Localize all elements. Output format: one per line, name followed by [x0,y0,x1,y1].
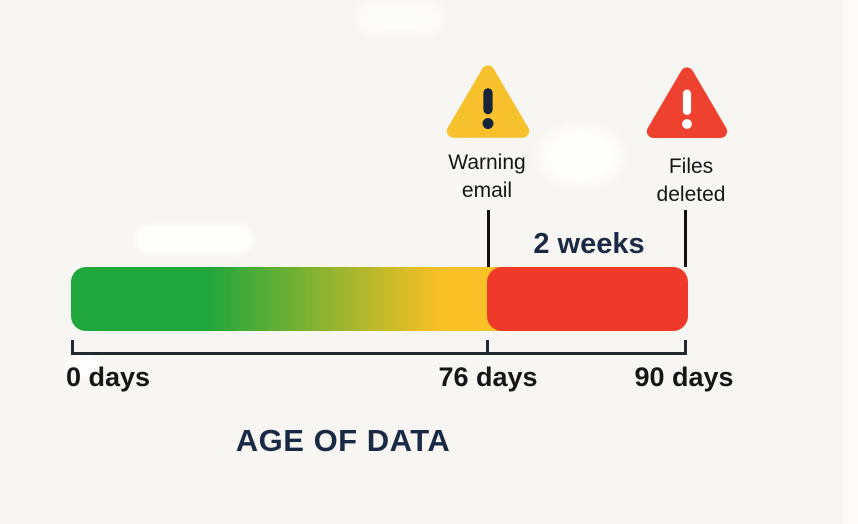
diagram-title: AGE OF DATA [235,423,451,458]
files-deleted-label-line2: deleted [656,183,726,206]
white-smudge [135,224,253,254]
white-smudge [540,126,622,186]
alert-triangle-red-icon [646,67,728,138]
axis-tick-start [71,340,74,355]
deletion-connector-line [684,210,687,267]
axis-label-90-days: 90 days [634,362,734,392]
white-smudge [66,356,102,378]
white-smudge [358,0,442,34]
duration-label: 2 weeks [533,228,645,260]
axis-tick-end [684,340,687,355]
deletion-zone-segment [487,267,688,331]
files-deleted-label: Files deleted [657,153,726,209]
axis-line [71,352,687,355]
axis-label-76-days: 76 days [438,362,538,392]
warning-email-label: Warning email [448,149,525,205]
warning-email-label-line1: Warning [448,151,526,174]
warning-connector-line [487,210,490,267]
files-deleted-label-line1: Files [668,155,714,178]
warning-triangle-yellow-icon [446,65,530,138]
axis-tick-76-days [486,340,489,355]
warning-email-label-line2: email [461,179,513,202]
axis-label-0-days: 0 days [66,362,151,392]
canvas-right-edge [843,0,858,524]
